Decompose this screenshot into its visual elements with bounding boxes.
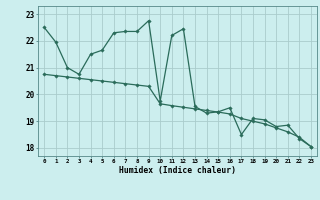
X-axis label: Humidex (Indice chaleur): Humidex (Indice chaleur)	[119, 166, 236, 175]
